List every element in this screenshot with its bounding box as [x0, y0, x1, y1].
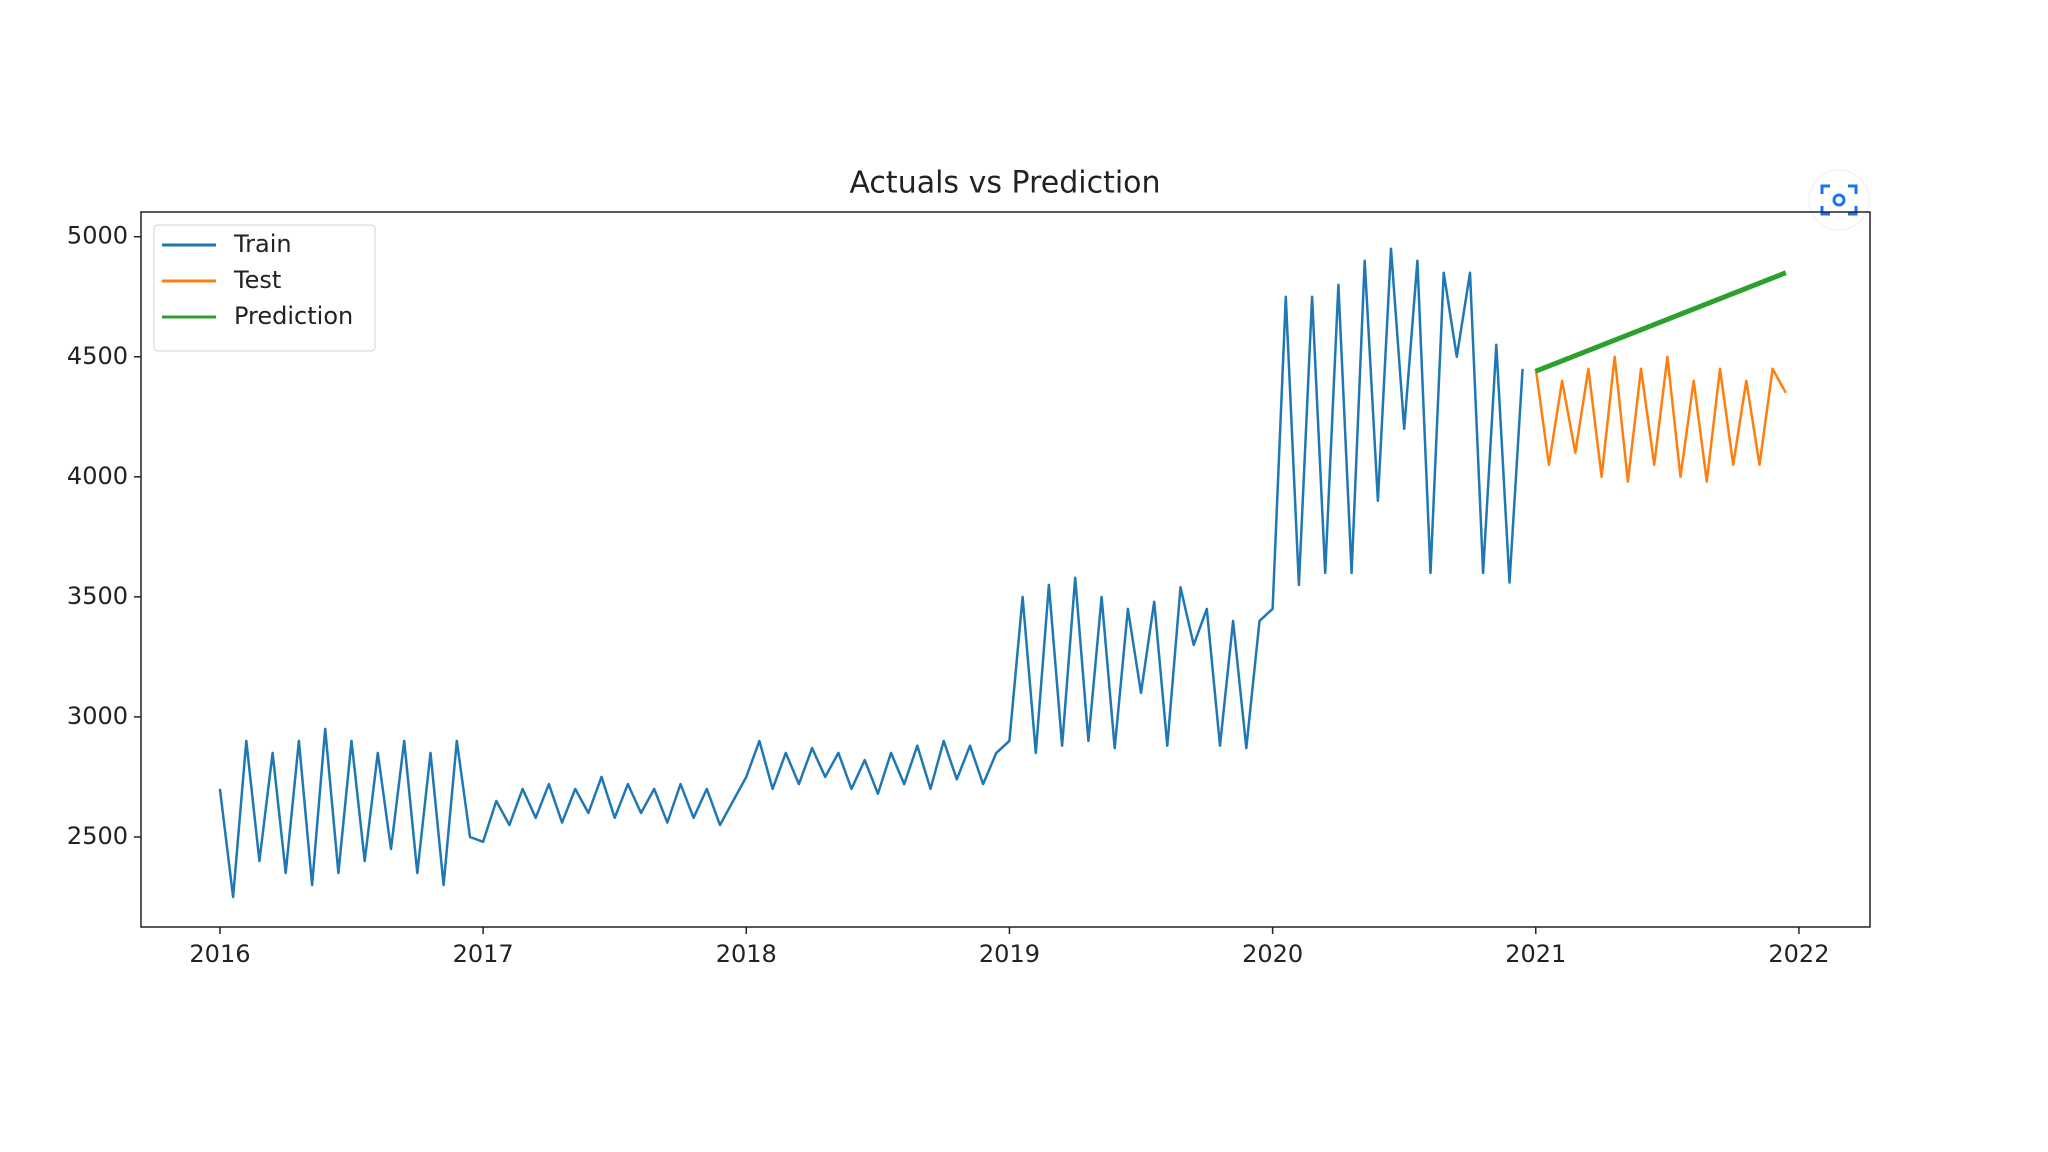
- y-tick-label: 3500: [67, 582, 128, 610]
- y-tick-label: 3000: [67, 702, 128, 730]
- x-tick-label: 2022: [1768, 940, 1829, 968]
- x-tick-label: 2021: [1505, 940, 1566, 968]
- x-tick-label: 2018: [716, 940, 777, 968]
- series-line: [218, 247, 1524, 899]
- legend-box: [153, 224, 376, 352]
- x-tick-label: 2017: [453, 940, 514, 968]
- plot-frame: [140, 211, 1871, 928]
- series-line: [1534, 355, 1787, 483]
- screenshot-icon[interactable]: [1808, 169, 1870, 231]
- x-tick-label: 2019: [979, 940, 1040, 968]
- legend-label: Test: [233, 266, 281, 294]
- y-tick-label: 2500: [67, 822, 128, 850]
- y-tick-label: 4000: [67, 462, 128, 490]
- y-tick-label: 4500: [67, 342, 128, 370]
- x-tick-label: 2020: [1242, 940, 1303, 968]
- legend-label: Train: [233, 230, 292, 258]
- y-tick-label: 5000: [67, 222, 128, 250]
- chart-title: Actuals vs Prediction: [849, 166, 1160, 201]
- series-line: [1534, 270, 1787, 374]
- x-tick-label: 2016: [189, 940, 250, 968]
- legend-label: Prediction: [234, 302, 353, 330]
